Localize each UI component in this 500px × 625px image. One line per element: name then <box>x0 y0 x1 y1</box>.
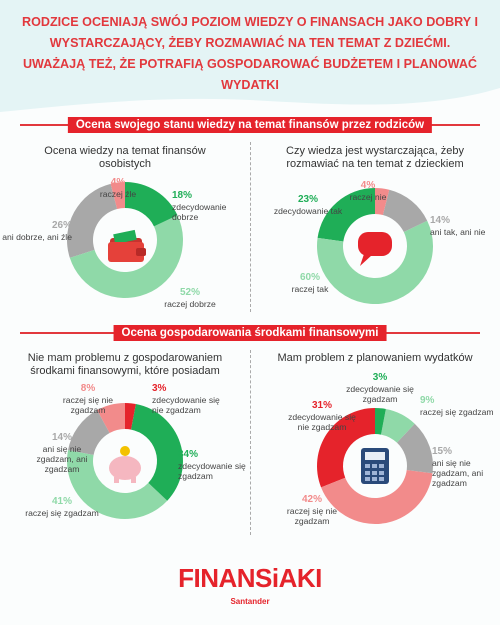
chart-title: Ocena wiedzy na temat finansów osobistyc… <box>44 145 206 170</box>
category-label: zdecydowanie tak <box>273 206 343 216</box>
donut-segment <box>130 404 184 501</box>
segment-label: 14% ani tak, ani nie <box>430 215 500 237</box>
donut-segment <box>317 408 375 488</box>
category-label: ani się nie zgadzam, ani zgadzam <box>432 458 484 488</box>
donut-segment <box>317 188 375 242</box>
donut-segment <box>382 189 428 233</box>
segment-label: 9% raczej się zgadzam <box>420 395 498 417</box>
value-label: 14% <box>430 215 451 226</box>
category-label: ani się nie zgadzam, ani zgadzam <box>36 444 88 474</box>
segment-label: 41% raczej się zgadzam <box>23 496 101 518</box>
value-label: 8% <box>80 383 96 394</box>
value-label: 41% <box>51 496 72 507</box>
donut-segment <box>317 220 433 304</box>
donut-segment <box>68 410 110 456</box>
category-label: raczej się zgadzam <box>420 407 494 417</box>
donut-segment <box>396 423 433 474</box>
category-label: ani tak, ani nie <box>430 227 486 237</box>
value-label: 4% <box>360 180 376 191</box>
value-label: 26% <box>51 220 72 231</box>
donut-segment <box>375 408 386 435</box>
segment-label: 42% raczej się nie zgadzam <box>273 494 351 526</box>
value-label: 3% <box>152 383 167 394</box>
segment-label: 3% zdecydowanie się zgadzam <box>341 372 419 404</box>
section-label: Ocena swojego stanu wiedzy na temat fina… <box>67 117 433 133</box>
category-label: raczej dobrze <box>164 299 216 309</box>
donut-segment <box>110 181 125 210</box>
category-label: zdecydowanie się nie zgadzam <box>152 395 220 415</box>
headline: RODZICE OCENIAJĄ SWÓJ POZIOM WIEDZY O FI… <box>22 15 478 92</box>
value-label: 9% <box>420 395 435 406</box>
value-label: 31% <box>311 400 332 411</box>
donut-segment <box>67 183 118 258</box>
logo: FINANSiAKI <box>178 563 322 593</box>
section-label: Ocena gospodarowania środkami finansowym… <box>113 325 387 341</box>
chart-title: Czy wiedza jest wystarczająca, żeby rozm… <box>286 145 464 170</box>
donut-segment <box>321 470 433 524</box>
value-label: 3% <box>372 372 388 383</box>
category-label: raczej się nie zgadzam <box>286 506 338 526</box>
segment-label: 8% raczej się nie zgadzam <box>49 383 127 415</box>
segment-label: 4% raczej nie <box>329 180 407 202</box>
category-label: raczej się zgadzam <box>25 508 99 518</box>
divider <box>250 350 251 535</box>
wallet-icon <box>108 229 146 262</box>
category-label: raczej źle <box>99 189 137 199</box>
chart-title: Mam problem z planowaniem wydatków <box>277 352 473 364</box>
donut-segment <box>66 450 168 520</box>
header-band <box>0 0 500 112</box>
segment-label: 15% ani się nie zgadzam, ani zgadzam <box>432 446 500 488</box>
value-label: 23% <box>297 194 318 205</box>
segment-label: 4% raczej źle <box>79 177 157 199</box>
value-label: 18% <box>172 190 193 201</box>
segment-label: 3% zdecydowanie się nie zgadzam <box>152 383 230 415</box>
donut-segment <box>97 403 125 433</box>
donut-segment <box>375 188 390 215</box>
category-label: raczej nie <box>349 192 387 202</box>
brand: Santander <box>230 597 270 606</box>
category-label: zdecydowanie się zgadzam <box>178 461 246 481</box>
speech-bubble-icon <box>358 232 392 266</box>
segment-label: 26% ani dobrze, ani źle <box>0 220 72 242</box>
segment-label: 14% ani się nie zgadzam, ani zgadzam <box>23 432 101 474</box>
calculator-icon <box>361 448 389 484</box>
value-label: 14% <box>51 432 72 443</box>
category-label: raczej się nie zgadzam <box>62 395 114 415</box>
segment-label: 52% raczej dobrze <box>151 287 229 309</box>
category-label: zdecydowanie się nie zgadzam <box>288 412 356 432</box>
donut-segment <box>380 409 415 443</box>
section-header: Ocena gospodarowania środkami finansowym… <box>0 325 500 341</box>
value-label: 52% <box>179 287 200 298</box>
category-label: ani dobrze, ani źle <box>2 232 72 242</box>
divider <box>250 142 251 312</box>
category-label: zdecydowanie dobrze <box>172 202 227 222</box>
segment-label: 60% raczej tak <box>271 272 349 294</box>
donut-segment <box>125 403 136 430</box>
category-label: raczej tak <box>291 284 329 294</box>
segment-label: 34% zdecydowanie się zgadzam <box>178 449 256 481</box>
value-label: 4% <box>110 177 126 188</box>
value-label: 34% <box>178 449 199 460</box>
segment-label: 31% zdecydowanie się nie zgadzam <box>283 400 361 432</box>
donut-segment <box>69 215 183 299</box>
chart-title: Nie mam problemu z gospodarowaniem środk… <box>27 352 223 377</box>
value-label: 15% <box>432 446 453 457</box>
value-label: 60% <box>299 272 320 283</box>
section-header: Ocena swojego stanu wiedzy na temat fina… <box>0 117 500 133</box>
segment-label: 18% zdecydowanie dobrze <box>172 190 250 222</box>
donut-segment <box>125 182 178 227</box>
segment-label: 23% zdecydowanie tak <box>269 194 347 216</box>
piggy-icon <box>109 446 141 483</box>
category-label: zdecydowanie się zgadzam <box>346 384 414 404</box>
value-label: 42% <box>301 494 322 505</box>
